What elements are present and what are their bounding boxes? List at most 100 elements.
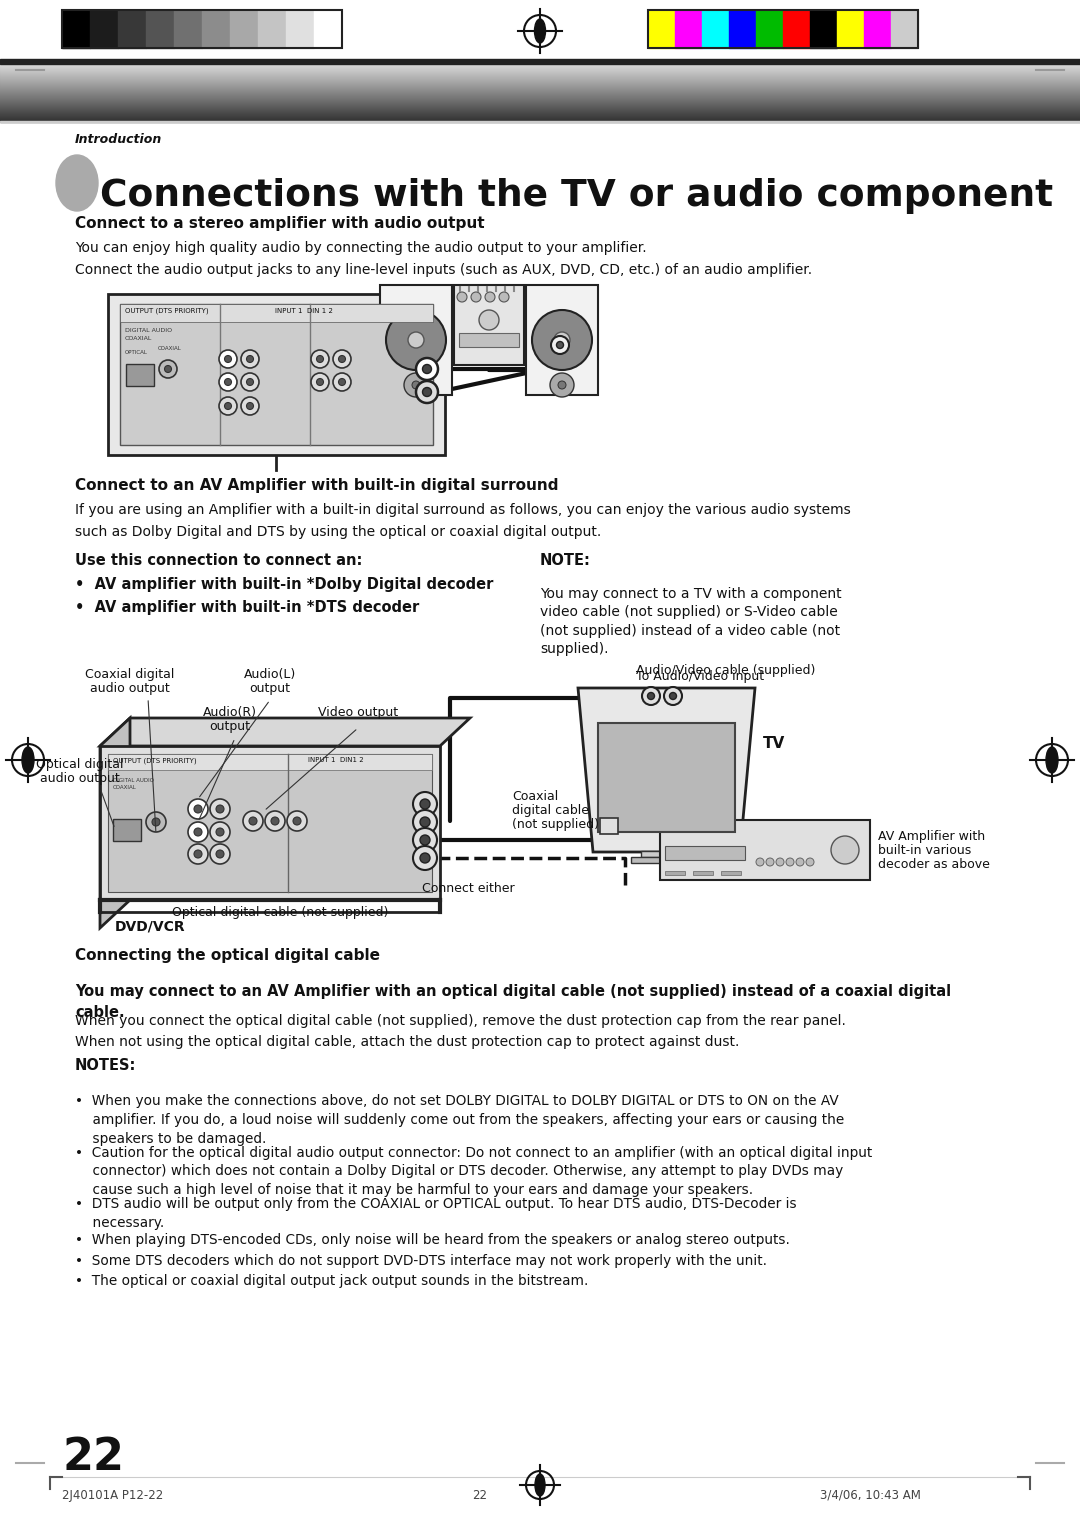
Bar <box>380 286 453 396</box>
Bar <box>660 821 870 880</box>
Text: •  DTS audio will be output only from the COAXIAL or OPTICAL output. To hear DTS: • DTS audio will be output only from the… <box>75 1196 797 1230</box>
Circle shape <box>210 822 230 842</box>
Text: When not using the optical digital cable, attach the dust protection cap to prot: When not using the optical digital cable… <box>75 1034 740 1050</box>
Text: Connections with the TV or audio component: Connections with the TV or audio compone… <box>100 177 1053 214</box>
Circle shape <box>413 810 437 834</box>
Bar <box>202 11 230 47</box>
Text: Connecting the optical digital cable: Connecting the optical digital cable <box>75 947 380 963</box>
Text: COAXIAL: COAXIAL <box>113 785 137 790</box>
Circle shape <box>219 397 237 416</box>
Circle shape <box>311 373 329 391</box>
Text: Introduction: Introduction <box>75 133 162 147</box>
Polygon shape <box>578 688 755 853</box>
Text: Connect to a stereo amplifier with audio output: Connect to a stereo amplifier with audio… <box>75 215 485 231</box>
Text: output: output <box>210 720 251 733</box>
Bar <box>648 11 918 47</box>
Circle shape <box>210 843 230 863</box>
Bar <box>459 333 519 347</box>
Circle shape <box>532 310 592 370</box>
Circle shape <box>188 822 208 842</box>
Circle shape <box>219 350 237 368</box>
Ellipse shape <box>535 18 545 43</box>
Bar <box>120 304 433 445</box>
Circle shape <box>194 850 202 859</box>
Text: •  The optical or coaxial digital output jack output sounds in the bitstream.: • The optical or coaxial digital output … <box>75 1274 589 1288</box>
Circle shape <box>293 817 301 825</box>
Circle shape <box>648 692 654 700</box>
Bar <box>648 11 675 47</box>
Circle shape <box>420 834 430 845</box>
Bar <box>174 11 202 47</box>
Bar <box>756 11 783 47</box>
Circle shape <box>333 350 351 368</box>
Circle shape <box>556 341 564 348</box>
Text: You may connect to an AV Amplifier with an optical digital cable (not supplied) : You may connect to an AV Amplifier with … <box>75 984 951 1021</box>
Text: OUTPUT (DTS PRIORITY): OUTPUT (DTS PRIORITY) <box>125 309 208 315</box>
Circle shape <box>316 356 324 362</box>
Circle shape <box>338 379 346 385</box>
Text: Optical digital cable (not supplied): Optical digital cable (not supplied) <box>172 906 388 918</box>
Text: DIGITAL AUDIO: DIGITAL AUDIO <box>113 778 154 782</box>
Circle shape <box>422 365 432 373</box>
Bar <box>891 11 918 47</box>
Text: Audio(R): Audio(R) <box>203 706 257 720</box>
Polygon shape <box>100 718 130 927</box>
Circle shape <box>216 805 224 813</box>
Bar <box>0 0 1080 63</box>
Circle shape <box>420 799 430 808</box>
Circle shape <box>210 799 230 819</box>
Text: You can enjoy high quality audio by connecting the audio output to your amplifie: You can enjoy high quality audio by conn… <box>75 241 647 255</box>
Circle shape <box>642 688 660 704</box>
Text: Video output: Video output <box>318 706 399 720</box>
Text: INPUT 1  DIN1 2: INPUT 1 DIN1 2 <box>308 756 364 762</box>
Circle shape <box>411 380 420 390</box>
Text: DIGITAL AUDIO: DIGITAL AUDIO <box>125 329 172 333</box>
Text: Audio(L): Audio(L) <box>244 668 296 681</box>
Circle shape <box>194 828 202 836</box>
Bar <box>783 11 810 47</box>
Text: OPTICAL: OPTICAL <box>125 350 148 354</box>
Bar <box>108 753 432 892</box>
Circle shape <box>777 859 784 866</box>
Bar <box>0 60 1080 64</box>
Bar <box>864 11 891 47</box>
Circle shape <box>146 811 166 833</box>
Circle shape <box>216 850 224 859</box>
Text: NOTES:: NOTES: <box>75 1057 136 1073</box>
Polygon shape <box>100 718 470 746</box>
Bar <box>62 11 90 47</box>
Circle shape <box>216 828 224 836</box>
Text: •  Some DTS decoders which do not support DVD-DTS interface may not work properl: • Some DTS decoders which do not support… <box>75 1253 767 1268</box>
Bar <box>675 11 702 47</box>
Bar <box>721 871 741 876</box>
Circle shape <box>241 373 259 391</box>
Circle shape <box>246 356 254 362</box>
Circle shape <box>225 356 231 362</box>
Text: Audio/Video cable (supplied): Audio/Video cable (supplied) <box>636 665 815 677</box>
Text: such as Dolby Digital and DTS by using the optical or coaxial digital output.: such as Dolby Digital and DTS by using t… <box>75 526 602 539</box>
Circle shape <box>413 847 437 869</box>
Text: Coaxial digital: Coaxial digital <box>85 668 175 681</box>
Circle shape <box>806 859 814 866</box>
Ellipse shape <box>56 154 98 211</box>
Text: output: output <box>249 681 291 695</box>
Text: •  When playing DTS-encoded CDs, only noise will be heard from the speakers or a: • When playing DTS-encoded CDs, only noi… <box>75 1233 789 1247</box>
Text: Coaxial: Coaxial <box>512 790 558 804</box>
Text: 3/4/06, 10:43 AM: 3/4/06, 10:43 AM <box>820 1488 921 1502</box>
Circle shape <box>457 292 467 303</box>
Circle shape <box>670 692 676 700</box>
Circle shape <box>413 828 437 853</box>
Text: If you are using an Amplifier with a built-in digital surround as follows, you c: If you are using an Amplifier with a bui… <box>75 503 851 516</box>
Circle shape <box>241 350 259 368</box>
Circle shape <box>786 859 794 866</box>
Bar <box>286 11 314 47</box>
Circle shape <box>386 310 446 370</box>
Bar <box>230 11 258 47</box>
Text: •  When you make the connections above, do not set DOLBY DIGITAL to DOLBY DIGITA: • When you make the connections above, d… <box>75 1094 845 1146</box>
Bar <box>118 11 146 47</box>
Circle shape <box>316 379 324 385</box>
Text: Connect either: Connect either <box>422 882 515 895</box>
Text: INPUT 1  DIN 1 2: INPUT 1 DIN 1 2 <box>275 309 333 313</box>
Circle shape <box>287 811 307 831</box>
Text: 2J40101A P12-22: 2J40101A P12-22 <box>62 1488 163 1502</box>
